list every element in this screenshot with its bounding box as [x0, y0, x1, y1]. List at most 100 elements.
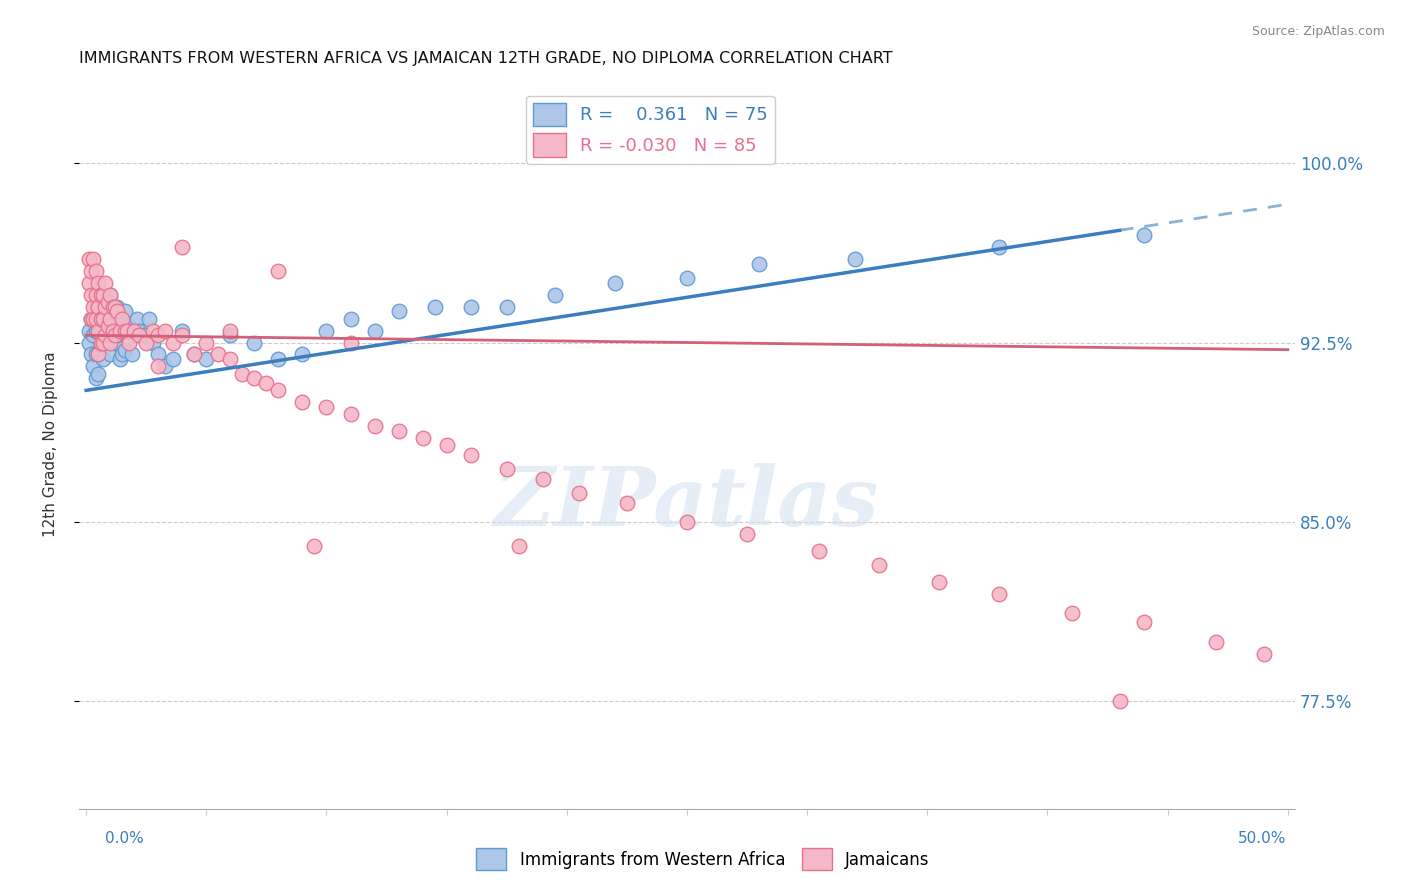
Point	[82, 359, 104, 374]
Point	[80, 264, 103, 278]
Point	[90, 287, 112, 301]
Point	[104, 335, 127, 350]
Point	[1108, 694, 1130, 708]
Point	[363, 324, 385, 338]
Point	[172, 240, 194, 254]
Point	[603, 276, 626, 290]
Point	[98, 287, 121, 301]
Point	[87, 324, 110, 338]
Point	[91, 335, 114, 350]
Point	[568, 486, 591, 500]
Point	[94, 328, 117, 343]
Text: ZIPatlas: ZIPatlas	[495, 463, 880, 542]
Point	[77, 324, 100, 338]
Point	[111, 311, 134, 326]
Point	[172, 328, 194, 343]
Point	[988, 240, 1011, 254]
Point	[676, 271, 699, 285]
Point	[97, 318, 120, 333]
Point	[148, 359, 170, 374]
Point	[97, 311, 120, 326]
Point	[122, 328, 145, 343]
Point	[90, 338, 112, 352]
Point	[135, 335, 157, 350]
Legend: Immigrants from Western Africa, Jamaicans: Immigrants from Western Africa, Jamaican…	[470, 842, 936, 877]
Point	[107, 300, 129, 314]
Point	[128, 324, 150, 338]
Point	[121, 347, 143, 361]
Point	[291, 347, 314, 361]
Point	[84, 264, 107, 278]
Point	[84, 311, 107, 326]
Point	[101, 324, 124, 338]
Point	[115, 324, 138, 338]
Point	[748, 256, 770, 270]
Point	[82, 300, 104, 314]
Point	[90, 311, 112, 326]
Point	[77, 335, 100, 350]
Point	[108, 324, 131, 338]
Point	[97, 294, 120, 309]
Point	[94, 328, 117, 343]
Point	[104, 328, 127, 343]
Point	[94, 294, 117, 309]
Point	[162, 352, 184, 367]
Point	[495, 300, 517, 314]
Point	[104, 300, 127, 314]
Point	[148, 347, 170, 361]
Point	[531, 472, 554, 486]
Point	[84, 300, 107, 314]
Text: 0.0%: 0.0%	[105, 831, 145, 846]
Point	[155, 359, 177, 374]
Point	[98, 347, 121, 361]
Point	[183, 347, 205, 361]
Point	[207, 347, 229, 361]
Point	[231, 367, 253, 381]
Point	[243, 335, 266, 350]
Point	[91, 352, 114, 367]
Point	[87, 311, 110, 326]
Point	[868, 558, 890, 572]
Point	[142, 324, 165, 338]
Text: Source: ZipAtlas.com: Source: ZipAtlas.com	[1251, 25, 1385, 38]
Point	[114, 304, 136, 318]
Point	[101, 324, 124, 338]
Point	[111, 311, 134, 326]
Point	[183, 347, 205, 361]
Point	[928, 574, 950, 589]
Point	[77, 252, 100, 266]
Point	[80, 311, 103, 326]
Point	[844, 252, 866, 266]
Point	[104, 304, 127, 318]
Point	[115, 324, 138, 338]
Point	[735, 527, 758, 541]
Point	[97, 335, 120, 350]
Legend: R =    0.361   N = 75, R = -0.030   N = 85: R = 0.361 N = 75, R = -0.030 N = 85	[526, 95, 775, 164]
Point	[195, 335, 218, 350]
Point	[84, 347, 107, 361]
Point	[304, 539, 326, 553]
Point	[808, 543, 831, 558]
Point	[98, 335, 121, 350]
Point	[107, 304, 129, 318]
Point	[101, 300, 124, 314]
Point	[219, 328, 242, 343]
Point	[243, 371, 266, 385]
Point	[291, 395, 314, 409]
Point	[132, 328, 155, 343]
Point	[387, 304, 409, 318]
Point	[125, 311, 148, 326]
Point	[219, 324, 242, 338]
Point	[87, 367, 110, 381]
Point	[108, 311, 131, 326]
Point	[544, 287, 567, 301]
Point	[77, 276, 100, 290]
Point	[82, 328, 104, 343]
Point	[1253, 647, 1275, 661]
Point	[1132, 615, 1154, 630]
Point	[90, 335, 112, 350]
Point	[82, 252, 104, 266]
Point	[122, 324, 145, 338]
Point	[436, 438, 458, 452]
Point	[84, 371, 107, 385]
